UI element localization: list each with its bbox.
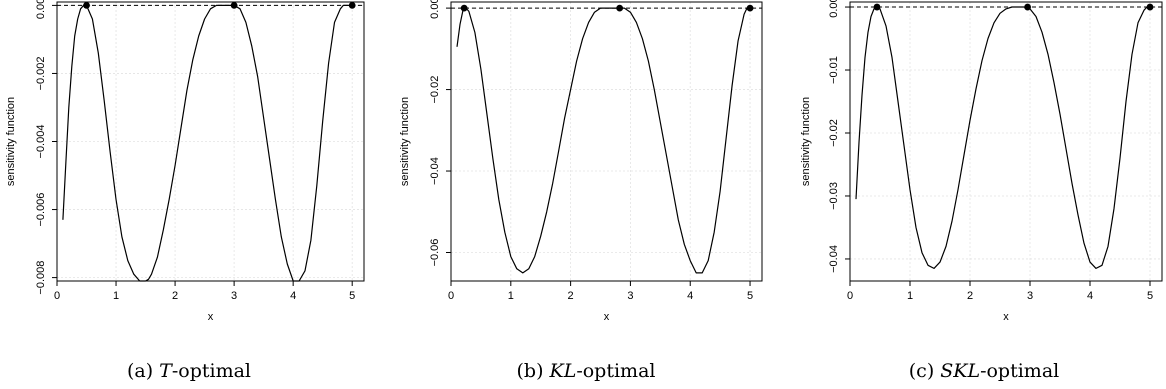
x-tick-label: 3 — [1027, 290, 1033, 302]
sensitivity-curve — [855, 6, 1150, 269]
y-tick-label: −0.004 — [35, 125, 47, 159]
chart-panel-1: 0 1 2 3 4 5 0.000 −0.002 −0.004 −0.006 −0.008 x sens… — [5, 0, 365, 382]
x-tick-label: 2 — [967, 290, 973, 302]
y-tick-label: −0.04 — [828, 245, 840, 273]
y-axis-title: sensitivity function — [399, 97, 411, 186]
y-tick-label: 0.000 — [35, 0, 47, 19]
y-tick-label: −0.02 — [429, 76, 441, 104]
support-point — [746, 4, 754, 12]
x-tick-label: 2 — [172, 290, 178, 302]
x-axis-title: x — [1003, 311, 1009, 323]
x-tick-label: 1 — [113, 290, 119, 302]
caption-label: (b) — [517, 360, 544, 382]
x-tick-label: 4 — [687, 290, 693, 302]
caption-suffix: -optimal — [576, 360, 655, 382]
x-tick-label: 2 — [568, 290, 574, 302]
x-tick-label: 3 — [627, 290, 633, 302]
sensitivity-curve — [456, 7, 750, 274]
support-point — [83, 2, 90, 9]
y-tick-label: 0.00 — [828, 0, 840, 18]
x-tick-label: 1 — [907, 290, 913, 302]
plot-frame — [450, 1, 763, 282]
x-axis-title: x — [208, 311, 214, 323]
x-tick-label: 0 — [448, 290, 454, 302]
sensitivity-curve — [62, 4, 353, 282]
x-axis-title: x — [604, 311, 610, 323]
x-tick-label: 5 — [349, 290, 355, 302]
support-point — [1024, 3, 1031, 11]
caption-label: (a) — [127, 360, 153, 382]
chart-panel-3: 0 1 2 3 4 5 0.00 −0.01 −0.02 −0.03 −0.04 x sensitivi… — [800, 0, 1163, 382]
caption-criterion: T — [159, 360, 173, 382]
plot-frame — [849, 1, 1163, 282]
x-tick-label: 5 — [747, 290, 753, 302]
x-tick-label: 0 — [847, 290, 853, 302]
caption-label: (c) — [909, 360, 934, 382]
x-tick-label: 0 — [54, 290, 60, 302]
y-tick-label: −0.04 — [429, 157, 441, 185]
y-axis-title: sensitivity function — [800, 97, 812, 186]
x-tick-label: 4 — [1087, 290, 1093, 302]
y-tick-label: −0.006 — [35, 193, 47, 227]
support-point — [230, 2, 238, 9]
chart-panel-2: 0 1 2 3 4 5 0.00 −0.02 −0.04 −0.06 x sensitivity fu… — [399, 0, 763, 382]
caption-criterion: SKL — [940, 360, 980, 382]
caption-criterion: KL — [549, 360, 577, 382]
support-point — [1146, 3, 1154, 11]
panel-caption: (c) SKL-optimal — [909, 360, 1059, 382]
caption-suffix: -optimal — [980, 360, 1059, 382]
y-tick-label: −0.06 — [429, 239, 441, 267]
x-tick-label: 5 — [1147, 290, 1153, 302]
x-tick-label: 1 — [508, 290, 514, 302]
support-point — [873, 3, 881, 11]
x-tick-label: 4 — [290, 290, 296, 302]
y-tick-label: −0.01 — [828, 56, 840, 84]
y-tick-label: −0.02 — [828, 119, 840, 147]
panel-caption: (b) KL-optimal — [517, 360, 656, 382]
y-tick-label: −0.002 — [35, 56, 47, 90]
x-tick-label: 3 — [231, 290, 237, 302]
support-point — [616, 4, 624, 12]
y-tick-label: 0.00 — [429, 0, 441, 19]
support-point — [348, 2, 356, 9]
panel-caption: (a) T-optimal — [127, 360, 251, 382]
y-tick-label: −0.008 — [35, 261, 47, 295]
support-point — [460, 4, 468, 12]
caption-suffix: -optimal — [172, 360, 251, 382]
y-axis-title: sensitivity function — [5, 97, 17, 186]
y-tick-label: −0.03 — [828, 182, 840, 210]
